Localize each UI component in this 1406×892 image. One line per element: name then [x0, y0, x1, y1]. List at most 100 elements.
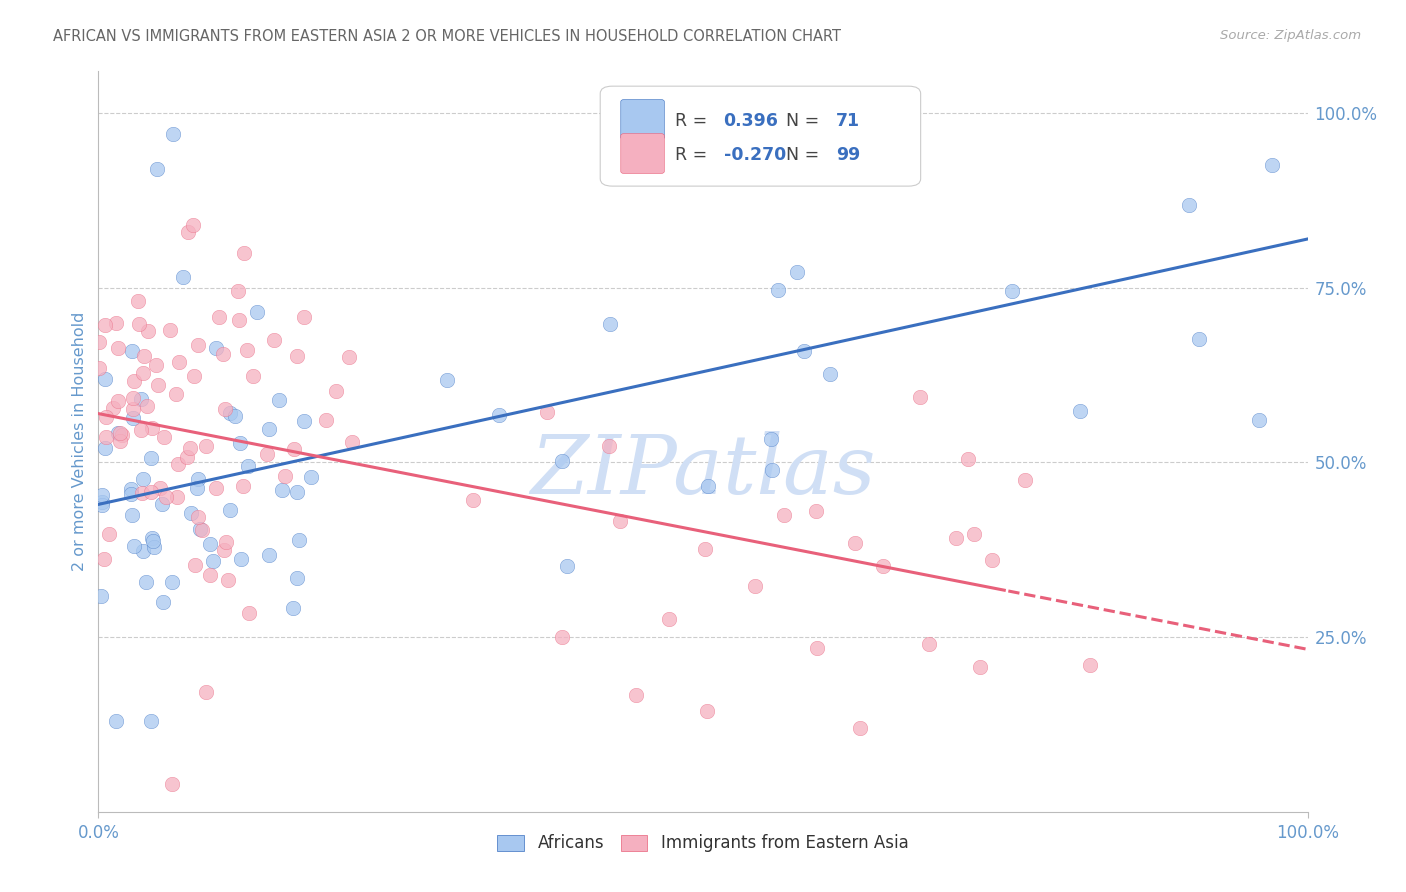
Point — [908, 391, 931, 405]
Point — [609, 514, 631, 528]
Point — [1249, 413, 1271, 427]
Point — [162, 574, 184, 589]
Point — [793, 343, 815, 358]
Point — [107, 393, 129, 408]
Point — [201, 554, 224, 568]
Point — [229, 436, 252, 450]
Point — [287, 570, 309, 584]
Point — [184, 558, 207, 572]
Point — [205, 481, 228, 495]
Point — [122, 539, 145, 553]
Point — [325, 384, 347, 398]
Point — [238, 459, 260, 474]
Point — [786, 265, 808, 279]
Point — [806, 640, 828, 655]
Point — [257, 548, 280, 562]
Point — [1078, 657, 1101, 672]
Point — [1014, 473, 1036, 487]
Point — [166, 490, 188, 504]
Point — [551, 631, 574, 645]
Point — [129, 392, 152, 406]
Point — [233, 246, 256, 260]
Point — [292, 310, 315, 324]
Point — [274, 469, 297, 483]
Point — [219, 406, 242, 420]
Point — [1178, 198, 1201, 212]
Point — [772, 508, 794, 522]
Point — [87, 360, 110, 375]
Point — [945, 532, 967, 546]
Point — [242, 368, 264, 383]
Point — [461, 492, 484, 507]
Point — [124, 374, 146, 388]
Point — [160, 777, 183, 791]
Y-axis label: 2 or more Vehicles in Household: 2 or more Vehicles in Household — [72, 312, 87, 571]
Point — [139, 451, 162, 466]
Point — [488, 409, 510, 423]
Point — [107, 341, 129, 355]
Point — [844, 535, 866, 549]
Point — [214, 402, 236, 417]
Point — [271, 483, 294, 497]
Point — [183, 369, 205, 384]
Point — [177, 225, 200, 239]
Point — [693, 542, 716, 557]
Point — [169, 354, 191, 368]
Point — [188, 522, 211, 536]
Point — [1069, 404, 1091, 418]
Point — [267, 392, 290, 407]
Point — [136, 399, 159, 413]
Point — [146, 378, 169, 392]
Point — [550, 454, 572, 468]
Point — [104, 316, 127, 330]
Point — [872, 559, 894, 574]
Point — [132, 366, 155, 380]
Point — [91, 487, 114, 501]
Point — [107, 426, 129, 441]
Text: AFRICAN VS IMMIGRANTS FROM EASTERN ASIA 2 OR MORE VEHICLES IN HOUSEHOLD CORRELAT: AFRICAN VS IMMIGRANTS FROM EASTERN ASIA … — [53, 29, 841, 44]
Point — [224, 409, 246, 423]
Point — [105, 714, 128, 728]
Point — [768, 283, 790, 297]
Point — [136, 324, 159, 338]
Point — [132, 349, 155, 363]
Point — [744, 579, 766, 593]
Point — [103, 401, 125, 415]
Text: N =: N = — [786, 112, 825, 130]
Point — [146, 162, 169, 177]
Point — [191, 524, 214, 538]
Point — [162, 127, 184, 141]
Point — [599, 317, 621, 331]
Point — [129, 423, 152, 437]
Point — [1261, 158, 1284, 172]
Point — [121, 344, 143, 359]
Point — [696, 704, 718, 718]
Point — [122, 391, 145, 405]
Point — [285, 350, 308, 364]
Point — [340, 435, 363, 450]
Point — [257, 422, 280, 436]
Text: R =: R = — [675, 112, 713, 130]
Point — [111, 428, 134, 442]
Point — [292, 414, 315, 428]
Point — [969, 660, 991, 674]
Point — [598, 439, 620, 453]
Point — [121, 487, 143, 501]
Point — [94, 410, 117, 425]
Point — [159, 323, 181, 337]
Point — [195, 685, 218, 699]
Point — [697, 478, 720, 492]
Point — [90, 589, 112, 603]
Point — [172, 269, 194, 284]
Point — [229, 552, 252, 566]
Point — [132, 472, 155, 486]
Point — [287, 533, 309, 548]
Point — [281, 601, 304, 615]
Text: N =: N = — [786, 146, 825, 164]
Point — [205, 341, 228, 355]
Point — [180, 506, 202, 520]
Point — [436, 373, 458, 387]
Point — [187, 510, 209, 524]
Point — [283, 442, 305, 457]
Point — [219, 503, 242, 517]
